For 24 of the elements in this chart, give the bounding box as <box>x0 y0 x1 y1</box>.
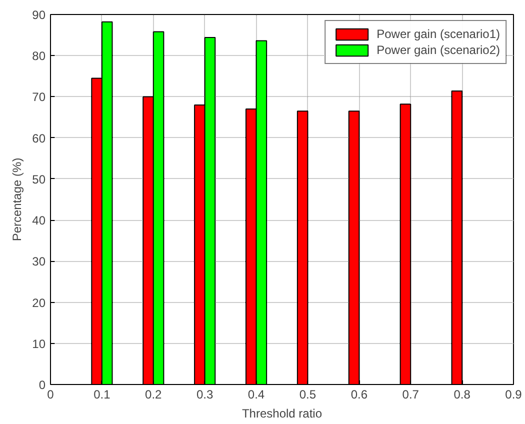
x-tick-label: 0.8 <box>454 388 471 402</box>
y-tick-label: 60 <box>32 131 46 146</box>
y-tick-label: 40 <box>32 214 46 228</box>
x-tick-label: 0.5 <box>299 388 316 402</box>
x-tick-label: 0.6 <box>350 388 368 402</box>
x-tick-label: 0.1 <box>94 388 111 402</box>
y-tick-label: 10 <box>32 336 46 351</box>
x-tick-label: 0.4 <box>248 388 265 402</box>
y-tick-label: 0 <box>38 378 46 392</box>
x-tick-label: 0.9 <box>505 388 522 402</box>
legend-label: Power gain (scenario2) <box>376 43 500 57</box>
x-tick-label: 0.3 <box>196 388 214 402</box>
x-axis-title: Threshold ratio <box>242 406 322 420</box>
y-tick-label: 80 <box>32 49 46 64</box>
x-tick-label: 0.2 <box>145 388 162 402</box>
legend-label: Power gain (scenario1) <box>376 27 500 41</box>
y-axis-title: Percentage (%) <box>10 158 24 242</box>
y-tick-label: 70 <box>32 90 46 104</box>
x-tick-label: 0.7 <box>402 388 420 402</box>
y-tick-label: 90 <box>32 8 46 22</box>
y-tick-label: 50 <box>32 172 46 186</box>
x-tick-label: 0 <box>47 388 54 402</box>
y-tick-label: 20 <box>32 296 46 310</box>
y-tick-label: 30 <box>32 254 46 269</box>
